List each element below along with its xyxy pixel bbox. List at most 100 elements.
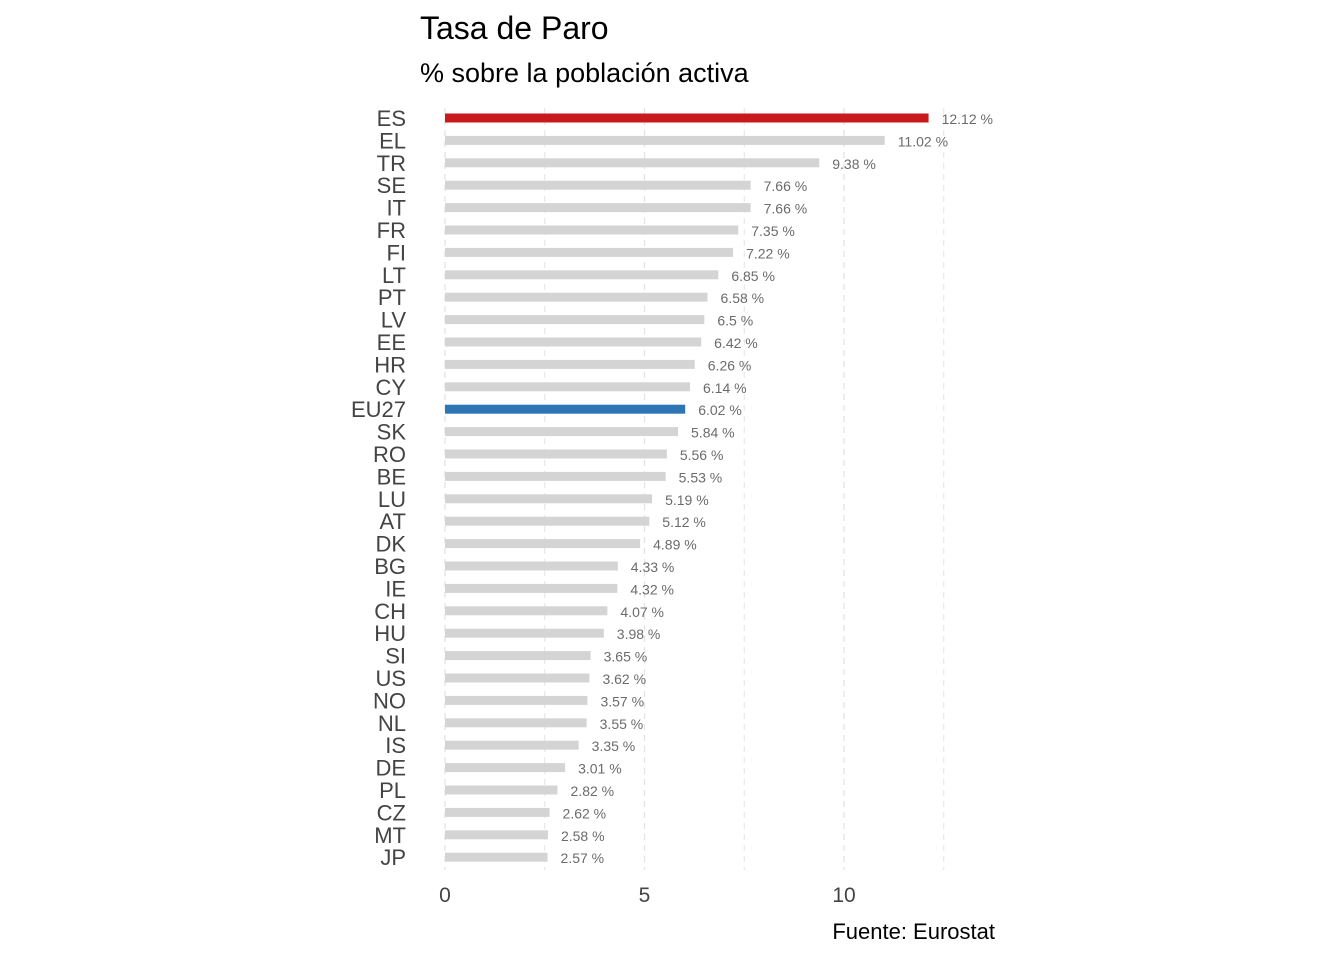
category-label-el: EL: [379, 128, 406, 153]
bar-pt: [445, 292, 708, 302]
value-label-sk: 5.84 %: [691, 425, 735, 441]
bar-ee: [445, 337, 702, 347]
value-label-ch: 4.07 %: [620, 604, 664, 620]
value-label-lt: 6.85 %: [731, 268, 775, 284]
category-label-cz: CZ: [377, 800, 406, 825]
bar-ie: [445, 583, 618, 593]
value-label-si: 3.65 %: [604, 649, 648, 665]
category-label-lt: LT: [382, 263, 406, 288]
category-label-cy: CY: [375, 375, 406, 400]
chart-title: Tasa de Paro: [420, 10, 609, 46]
value-label-it: 7.66 %: [764, 201, 808, 217]
category-label-no: NO: [373, 688, 406, 713]
value-label-jp: 2.57 %: [561, 850, 605, 866]
value-label-de: 3.01 %: [578, 761, 622, 777]
bar-es: [445, 113, 929, 123]
value-label-el: 11.02 %: [898, 133, 948, 149]
bar-is: [445, 740, 579, 750]
bar-ro: [445, 449, 667, 459]
bar-no: [445, 695, 588, 705]
category-label-bg: BG: [374, 554, 406, 579]
category-label-fi: FI: [386, 240, 406, 265]
value-label-eu27: 6.02 %: [698, 402, 742, 418]
value-label-ee: 6.42 %: [714, 335, 758, 351]
bar-hr: [445, 359, 695, 369]
bar-mt: [445, 830, 548, 840]
bar-lu: [445, 494, 653, 504]
category-label-nl: NL: [378, 711, 406, 736]
x-tick-label: 10: [832, 884, 855, 907]
bar-lt: [445, 270, 719, 280]
value-label-at: 5.12 %: [662, 514, 706, 530]
category-label-it: IT: [386, 196, 406, 221]
bar-it: [445, 203, 751, 213]
category-label-jp: JP: [380, 845, 406, 870]
value-label-ie: 4.32 %: [630, 581, 674, 597]
value-label-pl: 2.82 %: [571, 783, 615, 799]
value-label-is: 3.35 %: [592, 738, 636, 754]
category-label-lv: LV: [381, 308, 407, 333]
category-label-fr: FR: [377, 218, 406, 243]
bar-fr: [445, 225, 739, 235]
value-label-hu: 3.98 %: [617, 626, 661, 642]
value-label-dk: 4.89 %: [653, 537, 697, 553]
bar-si: [445, 651, 591, 661]
bar-hu: [445, 628, 604, 638]
chart-caption: Fuente: Eurostat: [832, 919, 995, 944]
category-label-ee: EE: [377, 330, 406, 355]
bar-tr: [445, 158, 820, 168]
bar-el: [445, 135, 885, 145]
value-label-pt: 6.58 %: [721, 290, 765, 306]
category-label-ro: RO: [373, 442, 406, 467]
value-label-cz: 2.62 %: [563, 805, 607, 821]
value-label-se: 7.66 %: [764, 178, 808, 194]
value-label-lu: 5.19 %: [665, 492, 709, 508]
bar-ch: [445, 606, 608, 616]
category-label-pl: PL: [379, 778, 406, 803]
category-label-se: SE: [377, 173, 406, 198]
value-label-nl: 3.55 %: [600, 716, 644, 732]
bar-dk: [445, 539, 641, 549]
bar-jp: [445, 852, 548, 862]
bar-at: [445, 516, 650, 526]
category-label-mt: MT: [374, 823, 406, 848]
value-label-be: 5.53 %: [679, 469, 723, 485]
bar-eu27: [445, 404, 686, 414]
bar-pl: [445, 785, 558, 795]
category-label-be: BE: [377, 464, 406, 489]
bar-be: [445, 471, 666, 481]
bar-cy: [445, 382, 690, 392]
value-label-lv: 6.5 %: [717, 313, 753, 329]
value-label-mt: 2.58 %: [561, 828, 605, 844]
x-tick-label: 5: [639, 884, 651, 907]
value-label-fi: 7.22 %: [746, 245, 790, 261]
category-label-tr: TR: [377, 151, 406, 176]
category-label-pt: PT: [378, 285, 406, 310]
category-label-ch: CH: [374, 599, 406, 624]
value-label-tr: 9.38 %: [832, 156, 876, 172]
value-label-ro: 5.56 %: [680, 447, 724, 463]
category-label-is: IS: [385, 733, 406, 758]
category-label-si: SI: [385, 644, 406, 669]
bar-fi: [445, 247, 734, 257]
bar-se: [445, 180, 751, 190]
bar-de: [445, 763, 566, 773]
category-label-ie: IE: [385, 576, 406, 601]
value-label-hr: 6.26 %: [708, 357, 752, 373]
category-label-at: AT: [380, 509, 406, 534]
category-label-sk: SK: [377, 420, 407, 445]
value-label-cy: 6.14 %: [703, 380, 747, 396]
x-tick-label: 0: [439, 884, 451, 907]
category-label-de: DE: [375, 756, 406, 781]
value-label-no: 3.57 %: [600, 693, 644, 709]
value-label-bg: 4.33 %: [631, 559, 675, 575]
chart-subtitle: % sobre la población activa: [420, 58, 749, 88]
category-label-hu: HU: [374, 621, 406, 646]
bar-nl: [445, 718, 587, 728]
value-label-us: 3.62 %: [602, 671, 646, 687]
category-label-us: US: [375, 666, 406, 691]
bar-us: [445, 673, 590, 683]
category-label-dk: DK: [375, 532, 406, 557]
